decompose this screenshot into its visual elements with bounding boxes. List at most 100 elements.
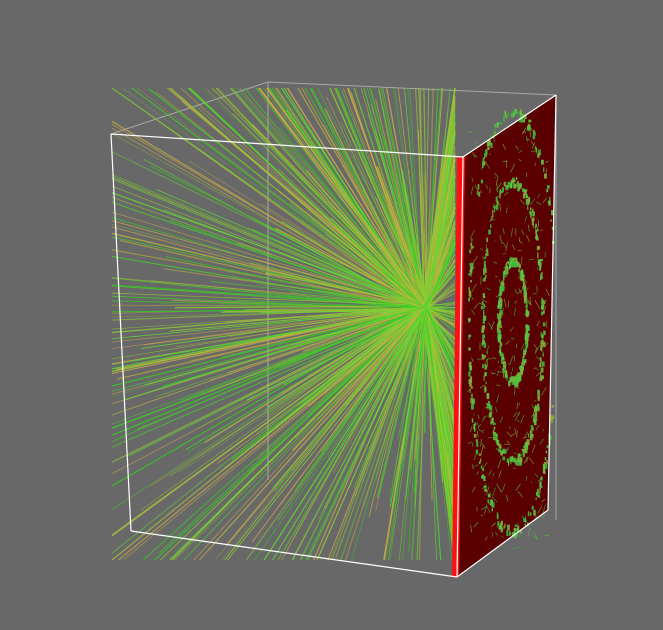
panel-hit bbox=[502, 368, 504, 371]
panel-hit bbox=[498, 317, 501, 321]
panel-streak bbox=[514, 387, 516, 396]
panel-streak bbox=[473, 303, 479, 309]
panel-streak bbox=[481, 353, 485, 360]
panel-hit bbox=[504, 110, 506, 116]
panel-hit bbox=[499, 330, 502, 334]
panel-hit bbox=[547, 185, 550, 189]
panel-hit bbox=[499, 287, 501, 293]
panel-streak bbox=[513, 452, 517, 455]
panel-hit bbox=[481, 161, 485, 166]
panel-hit bbox=[515, 459, 517, 466]
panel-hit bbox=[512, 183, 514, 189]
panel-streak bbox=[471, 486, 476, 493]
panel-streak bbox=[469, 263, 472, 270]
panel-hit bbox=[537, 261, 540, 265]
panel-hit bbox=[485, 249, 487, 253]
panel-hit bbox=[523, 296, 526, 302]
track-line bbox=[111, 305, 426, 561]
track-line bbox=[111, 178, 423, 309]
panel-hit bbox=[518, 453, 521, 457]
panel-hit bbox=[544, 462, 547, 465]
panel-streak bbox=[481, 484, 486, 490]
panel-streak bbox=[524, 431, 529, 438]
panel-streak bbox=[537, 219, 540, 223]
panel-hit bbox=[540, 340, 543, 346]
panel-hit bbox=[542, 339, 544, 345]
track-line bbox=[111, 307, 424, 387]
panel-streak bbox=[474, 184, 480, 194]
panel-hit bbox=[501, 191, 504, 194]
panel-hit bbox=[533, 414, 536, 420]
panel-hit bbox=[511, 263, 514, 267]
panel-streak bbox=[505, 446, 510, 454]
panel-streak bbox=[499, 416, 503, 423]
panel-streak bbox=[511, 244, 516, 251]
track-line bbox=[171, 307, 424, 561]
panel-streak bbox=[509, 327, 514, 332]
panel-streak bbox=[541, 387, 547, 396]
panel-streak bbox=[529, 130, 532, 137]
panel-streak bbox=[483, 461, 488, 468]
track-line bbox=[421, 223, 456, 310]
panel-hit bbox=[549, 196, 551, 202]
panel-hit bbox=[529, 430, 533, 436]
panel-hit bbox=[523, 349, 525, 355]
panel-streak bbox=[504, 340, 510, 345]
panel-streak bbox=[471, 266, 476, 271]
panel-hit bbox=[540, 332, 543, 338]
panel-hit bbox=[498, 336, 500, 342]
panel-hit bbox=[530, 425, 533, 430]
panel-hit bbox=[482, 474, 484, 478]
panel-streak bbox=[522, 131, 527, 133]
panel-hit bbox=[481, 342, 484, 347]
panel-hit bbox=[535, 229, 538, 235]
panel-hit bbox=[498, 329, 500, 334]
panel-hit bbox=[511, 257, 513, 262]
panel-hit bbox=[469, 388, 471, 393]
panel-hit bbox=[492, 210, 494, 216]
panel-streak bbox=[499, 235, 503, 244]
panel-hit bbox=[526, 199, 529, 205]
track-line bbox=[426, 308, 456, 388]
track-line bbox=[404, 87, 425, 308]
panel-hit bbox=[539, 377, 543, 382]
panel-hit bbox=[525, 338, 527, 344]
track-line bbox=[386, 87, 427, 309]
panel-hit bbox=[517, 378, 520, 384]
panel-hit bbox=[503, 115, 505, 122]
panel-streak bbox=[545, 288, 550, 296]
track-line bbox=[180, 87, 428, 309]
panel-streak bbox=[483, 506, 487, 515]
panel-hit bbox=[505, 271, 507, 278]
track-line bbox=[247, 306, 427, 397]
track-line bbox=[291, 306, 427, 561]
panel-streak bbox=[467, 131, 473, 133]
track-line bbox=[247, 227, 423, 306]
panel-hit bbox=[499, 310, 503, 315]
panel-hit bbox=[514, 381, 517, 385]
panel-hit bbox=[496, 512, 499, 517]
track-line bbox=[199, 306, 429, 561]
panel-streak bbox=[527, 122, 534, 132]
panel-streak bbox=[484, 161, 491, 170]
track-line bbox=[142, 305, 426, 561]
track-line bbox=[361, 307, 423, 473]
track-line bbox=[426, 285, 456, 310]
panel-hit bbox=[524, 523, 526, 526]
panel-hit bbox=[498, 525, 502, 530]
panel-hit bbox=[535, 223, 537, 228]
panel-hit bbox=[548, 200, 551, 206]
panel-streak bbox=[516, 430, 518, 438]
panel-streak bbox=[543, 305, 547, 313]
panel-streak bbox=[533, 399, 537, 402]
track-line bbox=[295, 306, 426, 396]
panel-hit bbox=[468, 347, 471, 351]
panel-streak bbox=[513, 307, 516, 316]
panel-hit bbox=[507, 112, 509, 117]
track-line bbox=[419, 87, 425, 309]
panel-hit bbox=[513, 380, 515, 383]
panel-hit bbox=[494, 131, 496, 134]
track-line bbox=[422, 264, 456, 308]
